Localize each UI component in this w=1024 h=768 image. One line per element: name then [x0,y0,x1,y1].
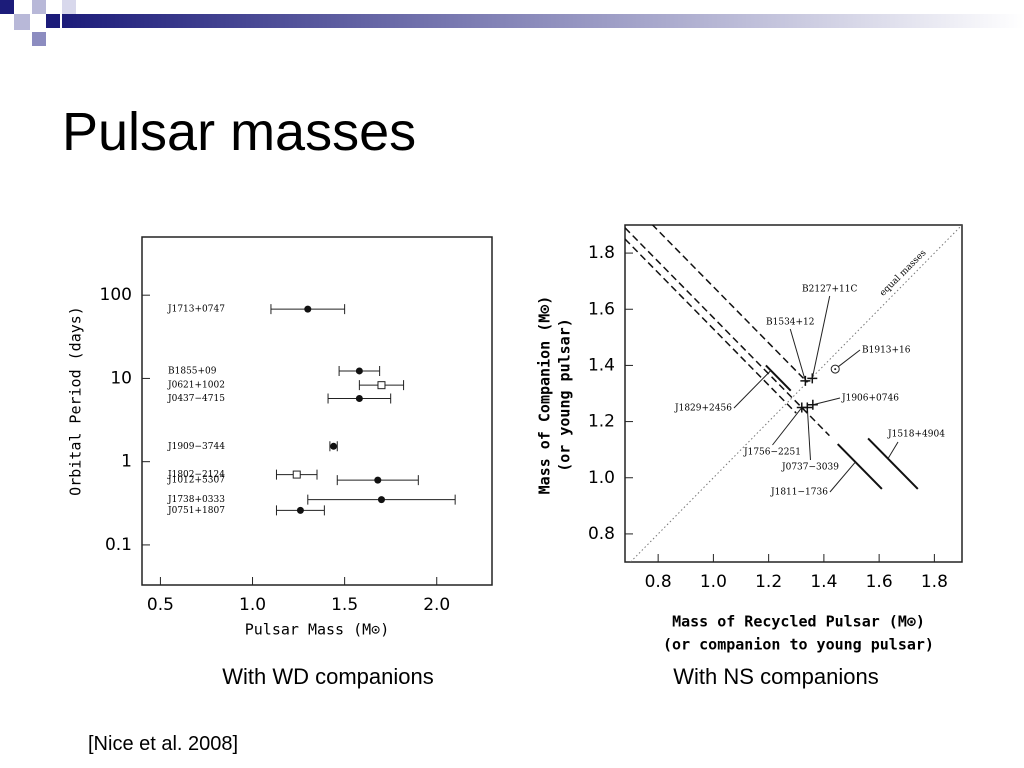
point-center [834,368,837,371]
y-tick-label: 1.4 [588,355,615,375]
point-label: J1012+5307 [167,476,225,486]
slide-title: Pulsar masses [62,102,416,162]
point [377,496,385,504]
point-label: J1802−2124 [167,470,225,480]
point-label: J1713+0747 [167,305,225,315]
plot-frame [624,224,963,563]
point [330,442,338,450]
left-chart: 0.5 1.0 1.5 2.0 100 10 1 0.1 Pulsar Mass (M⊙) Orb… [67,285,456,639]
leader-line [829,461,856,493]
caption: With NS companions [673,664,878,689]
x-axis-label: Mass of Recycled Pulsar (M⊙) [672,613,925,631]
leader-line [887,441,899,459]
point-label: J1906+0746 [841,394,899,404]
citation: [Nice et al. 2008] [88,733,238,755]
point [800,375,811,386]
y-tick-label: 0.1 [105,535,132,555]
leader-line [772,407,803,446]
point-label: B1913+16 [862,346,911,356]
plot-frame [141,236,493,586]
mass-constraint [836,443,883,490]
line-label: J1811−1736 [770,488,828,498]
mass-constraint [625,238,797,414]
leader-line [789,328,806,382]
y-axis-sublabel: (or young pulsar) [556,318,574,472]
mass-constraint [867,437,919,490]
point-label: J1756−2251 [743,448,801,458]
x-tick-label: 1.8 [921,572,948,592]
leader-line [812,397,841,406]
equal-mass-line [629,225,962,562]
point-label: B1534+12 [766,318,815,328]
caption: With WD companions [222,664,434,689]
y-tick-label: 100 [100,285,132,305]
x-tick-label: 1.0 [239,595,266,615]
x-tick-label: 1.2 [755,572,782,592]
x-tick-label: 1.5 [331,595,358,615]
point [807,373,818,384]
point-label: J0737−3039 [781,463,839,473]
y-tick-label: 1.0 [588,468,615,488]
leader-line [733,370,772,409]
mass-constraint [651,225,808,383]
plot-area [625,225,962,562]
y-tick-label: 1.8 [588,243,615,263]
mass-constraint [765,364,792,392]
line-label: J1518+4904 [887,430,945,440]
point [807,399,818,410]
y-tick-label: 1.2 [588,412,615,432]
point-label: J0621+1002 [167,381,225,391]
point-label: J0437−4715 [167,394,225,404]
x-tick-label: 2.0 [423,595,450,615]
right-chart: 0.8 1.0 1.2 1.4 1.6 1.8 0.8 1.0 1.2 1.4 1.6 1.8 Mass… [536,225,962,654]
point-label: B2127+11C [802,285,858,295]
line-label: J1829+2456 [674,404,732,414]
point [304,305,312,313]
x-axis-label: Pulsar Mass (M⊙) [245,621,390,639]
point [292,470,301,479]
x-tick-label: 1.6 [866,572,893,592]
point [355,367,363,375]
leader-line [811,295,831,379]
y-tick-label: 1.6 [588,299,615,319]
x-axis-sublabel: (or companion to young pulsar) [663,636,934,654]
point [355,394,363,402]
y-tick-label: 0.8 [588,524,615,544]
point-label: J1909−3744 [167,442,225,452]
y-tick-label: 1 [121,452,132,472]
x-tick-label: 1.4 [810,572,837,592]
mass-constraint [625,227,830,437]
y-axis-label: Orbital Period (days) [67,306,85,496]
point [296,506,304,514]
y-tick-label: 10 [110,368,132,388]
point [802,402,813,413]
point-label: J1738+0333 [167,495,225,505]
leader-line [834,349,861,370]
point [374,476,382,484]
point-label: J0751+1807 [167,506,225,516]
header-decoration [0,0,1024,46]
point-label: B1855+09 [168,366,217,376]
y-axis-label: Mass of Companion (M⊙) [536,296,554,495]
x-tick-label: 0.5 [147,595,174,615]
diagonal-label: equal masses [878,248,929,299]
leader-line [806,407,811,461]
point [377,381,386,390]
x-tick-label: 0.8 [645,572,672,592]
x-tick-label: 1.0 [700,572,727,592]
